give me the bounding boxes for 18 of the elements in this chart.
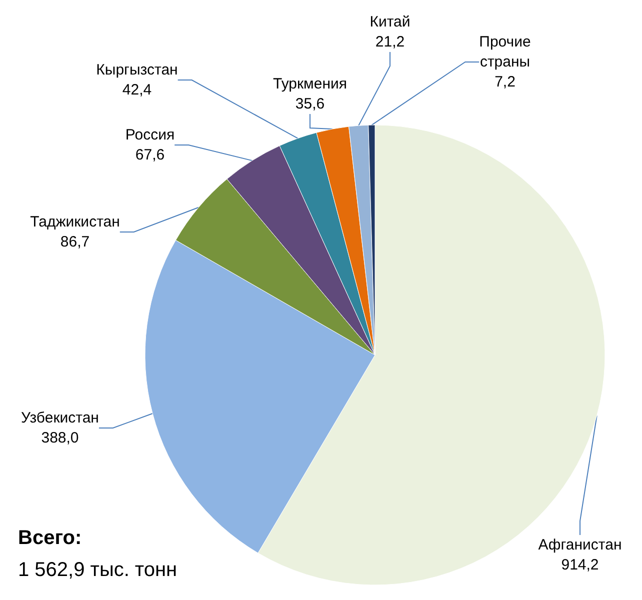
slice-label: Прочие страны bbox=[479, 34, 531, 70]
slice-label: Кыргызстан bbox=[96, 62, 178, 78]
slice-label: Афганистан bbox=[538, 536, 622, 554]
data-label: 35,6 bbox=[295, 96, 325, 112]
slice-label: Туркмения bbox=[273, 76, 347, 92]
slice-label: Узбекистан bbox=[21, 410, 99, 426]
data-label: 67,6 bbox=[135, 146, 165, 164]
data-label: 914,2 bbox=[561, 556, 599, 574]
slice-label: Таджикистан bbox=[30, 214, 120, 230]
data-label: 7,2 bbox=[494, 74, 516, 90]
text: Всего: bbox=[18, 527, 82, 549]
data-label: 388,0 bbox=[41, 430, 79, 446]
data-label: 86,7 bbox=[60, 234, 90, 250]
slice-label: Россия bbox=[125, 126, 175, 144]
data-label: 21,2 bbox=[375, 34, 405, 50]
text: 1 562,9 тыс. тонн bbox=[18, 559, 178, 581]
data-label: 42,4 bbox=[122, 82, 152, 98]
slice-label: Китай bbox=[370, 14, 410, 30]
